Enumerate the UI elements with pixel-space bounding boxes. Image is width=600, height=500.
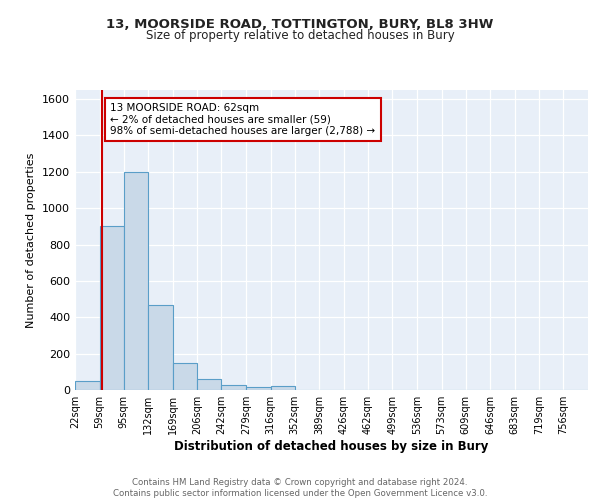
Text: Size of property relative to detached houses in Bury: Size of property relative to detached ho…: [146, 29, 454, 42]
Y-axis label: Number of detached properties: Number of detached properties: [26, 152, 37, 328]
Bar: [271, 386, 295, 390]
Bar: [221, 384, 246, 390]
Bar: [124, 172, 148, 390]
Text: 13, MOORSIDE ROAD, TOTTINGTON, BURY, BL8 3HW: 13, MOORSIDE ROAD, TOTTINGTON, BURY, BL8…: [106, 18, 494, 30]
Text: 13 MOORSIDE ROAD: 62sqm
← 2% of detached houses are smaller (59)
98% of semi-det: 13 MOORSIDE ROAD: 62sqm ← 2% of detached…: [110, 102, 376, 136]
Bar: [197, 379, 221, 390]
Bar: [148, 304, 173, 390]
Bar: [173, 362, 197, 390]
Bar: [75, 381, 100, 390]
Bar: [246, 388, 271, 390]
Text: Contains HM Land Registry data © Crown copyright and database right 2024.
Contai: Contains HM Land Registry data © Crown c…: [113, 478, 487, 498]
Bar: [100, 226, 124, 390]
X-axis label: Distribution of detached houses by size in Bury: Distribution of detached houses by size …: [175, 440, 488, 453]
